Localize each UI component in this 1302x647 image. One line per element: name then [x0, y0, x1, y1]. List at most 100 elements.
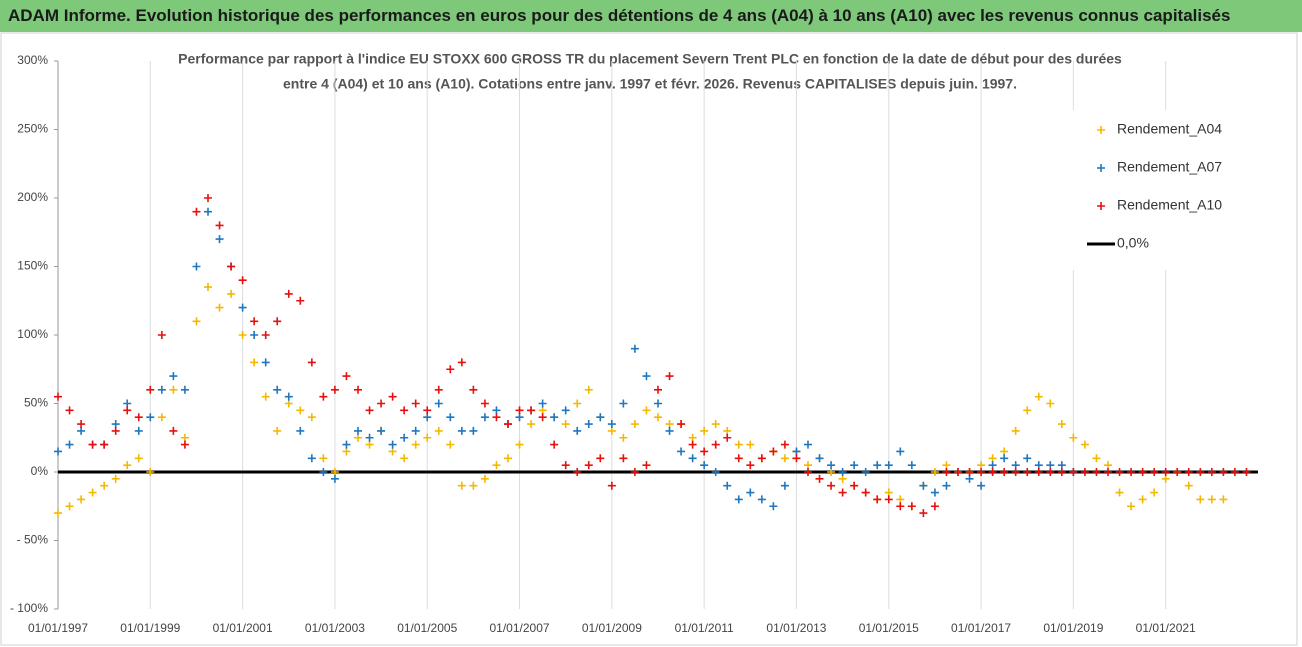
point — [1069, 468, 1078, 476]
point — [261, 392, 270, 401]
point — [642, 461, 651, 470]
point — [261, 331, 270, 339]
point — [192, 207, 201, 216]
point — [1127, 468, 1136, 476]
x-tick-label: 01/01/2013 — [766, 621, 826, 635]
point — [630, 420, 639, 429]
point — [146, 385, 155, 394]
point — [307, 358, 316, 367]
point — [977, 468, 986, 476]
point — [492, 406, 501, 415]
point — [942, 468, 951, 476]
x-tick-label: 01/01/2021 — [1136, 621, 1196, 635]
point — [538, 413, 547, 422]
x-tick-label: 01/01/2009 — [582, 621, 642, 635]
point — [377, 399, 386, 408]
point — [711, 420, 720, 429]
point — [146, 413, 155, 422]
point — [400, 406, 409, 415]
point — [284, 399, 293, 408]
point — [1046, 461, 1055, 470]
point — [850, 481, 859, 490]
point — [134, 413, 143, 422]
point — [1230, 468, 1239, 476]
legend-label: Rendement_A07 — [1117, 159, 1222, 175]
point — [504, 454, 512, 463]
point — [169, 385, 178, 394]
point — [388, 447, 397, 456]
point — [215, 221, 224, 230]
legend-label: Rendement_A04 — [1117, 121, 1222, 137]
point — [1057, 420, 1066, 429]
point — [688, 433, 697, 442]
point — [977, 461, 986, 470]
point — [307, 413, 316, 422]
point — [734, 440, 743, 449]
chart: Performance par rapport à l'indice EU ST… — [0, 32, 1298, 646]
point — [469, 426, 478, 435]
point — [273, 385, 282, 394]
y-tick-label: 100% — [17, 327, 48, 341]
point — [1023, 406, 1032, 415]
point — [619, 454, 628, 463]
point — [1080, 468, 1089, 476]
point — [330, 468, 339, 476]
point — [596, 413, 605, 422]
point — [330, 385, 339, 394]
point — [180, 433, 189, 442]
point — [573, 426, 582, 435]
point — [746, 440, 755, 449]
point — [665, 372, 674, 381]
point — [1057, 461, 1066, 470]
point — [815, 454, 824, 463]
point — [1219, 468, 1228, 476]
point — [838, 474, 847, 483]
point — [838, 468, 847, 476]
point — [873, 495, 882, 504]
point — [204, 207, 212, 216]
series-1 — [54, 207, 1078, 511]
point — [907, 502, 916, 511]
point — [977, 481, 986, 490]
point — [688, 440, 697, 449]
y-tick-label: 50% — [24, 396, 48, 410]
x-tick-label: 01/01/2015 — [859, 621, 919, 635]
point — [238, 276, 247, 285]
point — [492, 461, 501, 470]
point — [492, 413, 501, 422]
point — [746, 488, 755, 497]
point — [1104, 461, 1112, 470]
point — [273, 317, 282, 326]
point — [538, 406, 547, 415]
point — [365, 406, 374, 415]
x-tick-label: 01/01/2019 — [1043, 621, 1103, 635]
point — [654, 385, 662, 394]
point — [446, 365, 455, 374]
point — [930, 468, 939, 476]
point — [1092, 468, 1101, 476]
point — [527, 406, 536, 415]
point — [550, 413, 559, 422]
point — [457, 481, 466, 490]
point — [515, 406, 524, 415]
point — [538, 399, 547, 408]
point — [169, 372, 178, 381]
point — [423, 413, 432, 422]
point — [342, 440, 351, 449]
point — [227, 289, 236, 298]
point — [261, 358, 270, 367]
point — [423, 406, 432, 415]
point — [54, 392, 62, 401]
point — [792, 454, 801, 463]
point — [434, 385, 443, 394]
point — [723, 433, 732, 442]
header: ADAM Informe. Evolution historique des p… — [0, 0, 1302, 32]
legend-marker — [1097, 126, 1105, 134]
point — [1104, 468, 1112, 476]
x-tick-label: 01/01/2017 — [951, 621, 1011, 635]
point — [354, 385, 362, 394]
point — [700, 447, 709, 456]
point — [1092, 454, 1101, 463]
point — [1161, 474, 1170, 483]
point — [1219, 495, 1228, 504]
